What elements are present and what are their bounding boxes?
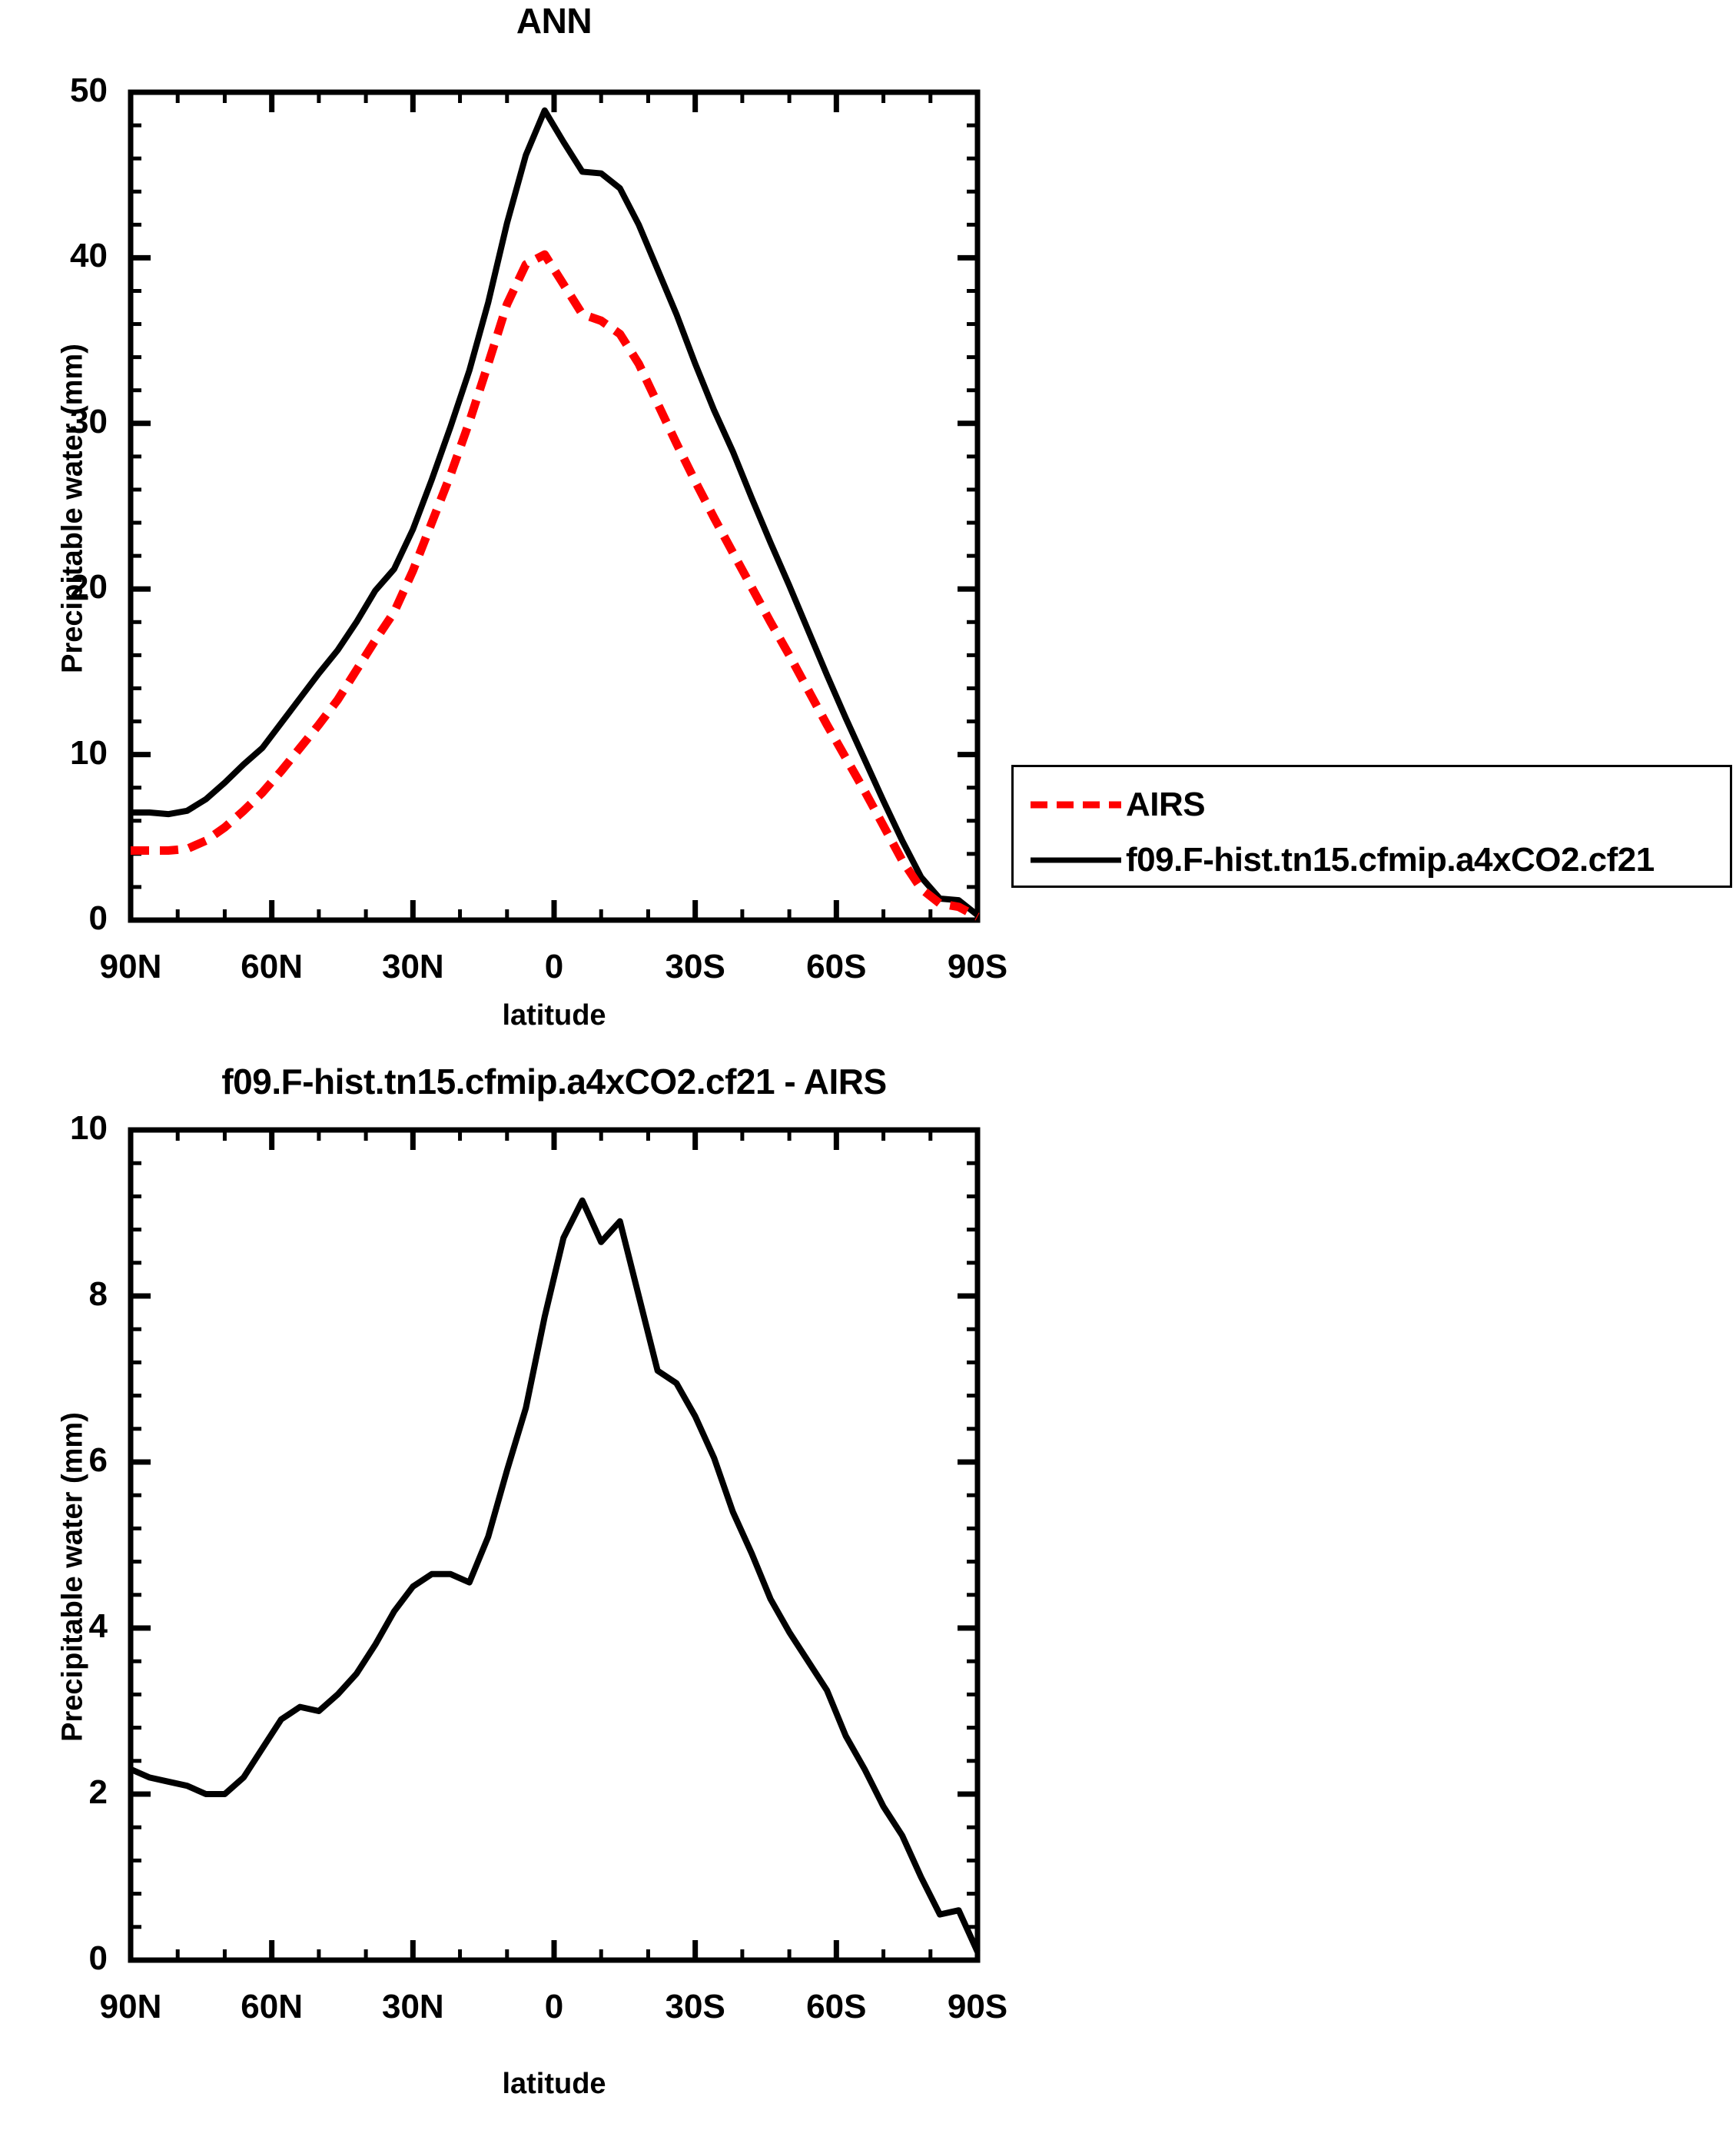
xtick-label: 30N [381, 1988, 444, 2025]
legend-row-model: f09.F-hist.tn15.cfmip.a4xCO2.cf21 [1029, 841, 1655, 879]
ytick-label: 0 [88, 1939, 108, 1977]
xtick-label: 90S [947, 948, 1008, 985]
top-panel-plot [128, 89, 981, 923]
legend-label-model: f09.F-hist.tn15.cfmip.a4xCO2.cf21 [1126, 841, 1655, 879]
legend-label-airs: AIRS [1126, 786, 1206, 823]
top-panel-x-axis-label: latitude [502, 999, 606, 1032]
ytick-label: 20 [70, 568, 108, 606]
xtick-label: 0 [544, 948, 564, 985]
ytick-label: 30 [70, 402, 108, 440]
legend-swatch-dashed [1031, 801, 1121, 809]
xtick-label: 30S [665, 1988, 725, 2025]
bottom-panel-x-axis-label: latitude [502, 2068, 606, 2100]
bottom-panel-plot [128, 1127, 981, 1963]
xtick-label: 30N [381, 948, 444, 985]
top-panel-title: ANN [516, 1, 592, 41]
bottom-panel-title: f09.F-hist.tn15.cfmip.a4xCO2.cf21 - AIRS [221, 1062, 887, 1102]
bottom-panel: f09.F-hist.tn15.cfmip.a4xCO2.cf21 - AIRS… [0, 1061, 1008, 2130]
bottom-panel-ticks [128, 1127, 981, 1963]
series-line-1 [131, 250, 980, 921]
ytick-label: 4 [88, 1607, 108, 1645]
xtick-label: 30S [665, 948, 725, 985]
legend-swatch-solid [1031, 857, 1121, 863]
bottom-panel-series [129, 1197, 981, 1953]
ytick-label: 0 [88, 899, 108, 937]
ytick-label: 40 [70, 237, 108, 275]
series-line-0 [129, 1197, 981, 1953]
top-panel-ticks [128, 89, 981, 923]
top-panel-axes-frame [128, 89, 981, 923]
xtick-label: 60N [241, 1988, 304, 2025]
ytick-label: 50 [70, 71, 108, 109]
series-line-0 [131, 107, 980, 918]
xtick-label: 0 [544, 1988, 564, 2025]
legend: AIRS f09.F-hist.tn15.cfmip.a4xCO2.cf21 [1011, 765, 1732, 888]
xtick-label: 90N [99, 948, 162, 985]
xtick-label: 90S [947, 1988, 1008, 2025]
ytick-label: 2 [88, 1773, 108, 1811]
top-panel-series [131, 107, 980, 921]
xtick-label: 60N [241, 948, 304, 985]
legend-row-airs: AIRS [1029, 786, 1206, 824]
ytick-label: 8 [88, 1275, 108, 1313]
bottom-panel-axes-frame [128, 1127, 981, 1963]
top-panel: ANN Precipitable water (mm) 0 10 20 30 40 50 … [0, 0, 1008, 1061]
xtick-label: 90N [99, 1988, 162, 2025]
ytick-label: 6 [88, 1441, 108, 1479]
ytick-label: 10 [70, 1109, 108, 1147]
xtick-label: 60S [806, 948, 867, 985]
xtick-label: 60S [806, 1988, 867, 2025]
ytick-label: 10 [70, 733, 108, 772]
